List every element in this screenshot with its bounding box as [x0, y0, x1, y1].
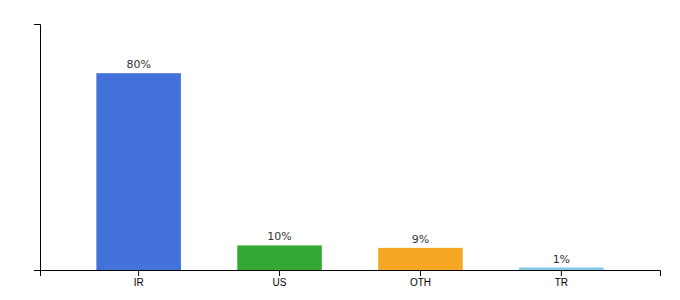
plot: IR US OTH TR 80% 10% 9% 1% [34, 25, 661, 289]
bar [378, 248, 463, 270]
x-tick-mark [279, 270, 280, 276]
data-labels: 80% 10% 9% 1% [126, 58, 570, 265]
x-axis-line [41, 271, 661, 277]
bars [96, 73, 603, 270]
x-tick: OTH [410, 270, 431, 288]
x-tick-mark [561, 270, 562, 276]
y-axis-line [34, 25, 41, 271]
x-tick-label: TR [555, 277, 568, 288]
chart: IR US OTH TR 80% 10% 9% 1% [0, 0, 680, 300]
x-tick-label: US [273, 277, 287, 288]
bar [237, 245, 322, 270]
x-tick-label: IR [134, 277, 144, 288]
x-tick-mark [138, 270, 139, 276]
bar [519, 268, 604, 270]
y-axis [34, 25, 41, 271]
x-tick: US [273, 270, 287, 288]
data-label: 80% [126, 58, 150, 71]
data-label: 10% [267, 230, 291, 243]
data-label: 9% [412, 233, 429, 246]
bar [96, 73, 181, 270]
x-tick-mark [420, 270, 421, 276]
data-label: 1% [553, 253, 570, 266]
x-tick: TR [555, 270, 568, 288]
x-tick-label: OTH [410, 277, 431, 288]
x-tick: IR [134, 270, 144, 288]
x-axis: IR US OTH TR [41, 270, 661, 288]
